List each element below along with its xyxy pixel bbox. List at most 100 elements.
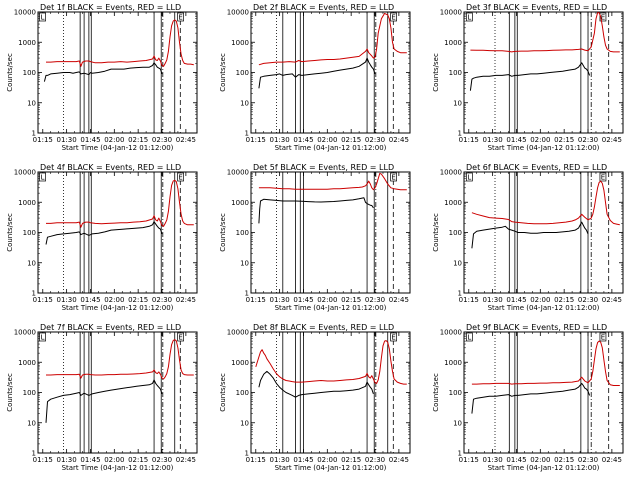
marker-box	[599, 332, 607, 342]
y-tick-label: 10	[27, 259, 36, 267]
y-axis-label: Counts/sec	[219, 53, 227, 92]
x-tick-label: 02:45	[602, 136, 622, 144]
y-tick-label: 10	[27, 99, 36, 107]
y-tick-label: 100	[236, 389, 249, 397]
marker-box	[39, 332, 46, 342]
series-lld-line	[46, 339, 194, 380]
y-tick-label: 100	[23, 389, 36, 397]
x-tick-label: 02:45	[389, 296, 409, 304]
x-tick-label: 02:00	[530, 456, 550, 464]
marker-box-label: L	[41, 14, 45, 22]
y-axis-label: Counts/sec	[219, 213, 227, 252]
x-tick-label: 02:00	[104, 136, 124, 144]
x-tick-label: 02:45	[176, 136, 196, 144]
panel-title: Det 8f BLACK = Events, RED = LLD	[253, 323, 394, 332]
x-tick-label: 01:45	[506, 296, 526, 304]
panel-det-4f: Det 4f BLACK = Events, RED = LLD 01:15 01:…	[6, 163, 198, 312]
y-tick-label: 10000	[440, 329, 462, 337]
series-events-line	[45, 379, 163, 423]
marker-box-label: E	[391, 14, 395, 22]
x-tick-label: 02:00	[317, 456, 337, 464]
series-events-line	[469, 62, 591, 91]
series-events-line	[258, 197, 374, 224]
x-tick-label: 01:30	[270, 296, 290, 304]
y-tick-label: 10000	[14, 9, 36, 17]
x-tick-label: 02:15	[128, 296, 148, 304]
x-tick-label: 01:15	[246, 456, 266, 464]
x-tick-label: 01:45	[293, 456, 313, 464]
marker-box	[39, 172, 46, 182]
y-tick-label: 1	[32, 130, 36, 138]
y-tick-label: 1000	[231, 39, 249, 47]
x-tick-label: 01:15	[459, 296, 479, 304]
series-lld-line	[258, 12, 407, 66]
panel-title: Det 3f BLACK = Events, RED = LLD	[466, 3, 607, 12]
marker-box	[177, 12, 184, 22]
x-tick-label: 01:30	[57, 456, 77, 464]
x-tick-label: 01:30	[57, 136, 77, 144]
marker-box-label: E	[391, 334, 395, 342]
y-tick-label: 100	[449, 389, 462, 397]
x-tick-label: 02:30	[365, 456, 385, 464]
x-tick-label: 02:00	[317, 136, 337, 144]
x-tick-label: 01:30	[270, 136, 290, 144]
y-tick-label: 1000	[18, 39, 36, 47]
x-tick-label: 02:45	[602, 296, 622, 304]
series-events-line	[43, 62, 163, 82]
x-tick-label: 01:15	[246, 296, 266, 304]
y-axis-label: Counts/sec	[6, 53, 14, 92]
y-tick-label: 10000	[227, 169, 249, 177]
x-tick-label: 02:15	[128, 456, 148, 464]
series-lld-line	[471, 340, 620, 386]
marker-box	[177, 172, 184, 182]
series-lld-line	[46, 179, 194, 228]
series-lld-line	[46, 19, 194, 67]
x-tick-label: 02:45	[176, 456, 196, 464]
marker-box-label: E	[391, 174, 395, 182]
x-tick-label: 02:15	[341, 296, 361, 304]
x-tick-label: 01:45	[80, 136, 100, 144]
marker-box	[466, 332, 473, 342]
y-tick-label: 100	[449, 229, 462, 237]
y-tick-label: 10000	[14, 169, 36, 177]
y-tick-label: 10000	[440, 9, 462, 17]
marker-box	[177, 332, 184, 342]
x-axis-label: Start Time (04-Jan-12 01:12:00)	[488, 144, 600, 152]
marker-box	[390, 12, 397, 22]
x-tick-label: 01:45	[80, 296, 100, 304]
panel-title: Det 4f BLACK = Events, RED = LLD	[40, 163, 181, 172]
series-events-line	[258, 57, 376, 89]
marker-box	[390, 172, 397, 182]
x-tick-label: 01:30	[483, 456, 503, 464]
y-tick-label: 1	[458, 290, 462, 298]
series-lld-line	[471, 180, 620, 226]
x-tick-label: 02:00	[104, 296, 124, 304]
y-tick-label: 10	[27, 419, 36, 427]
x-tick-label: 02:15	[341, 456, 361, 464]
panel-det-7f: Det 7f BLACK = Events, RED = LLD 01:15 01:…	[6, 323, 198, 472]
y-tick-label: 100	[449, 69, 462, 77]
series-events-line	[45, 221, 163, 245]
x-tick-label: 01:30	[57, 296, 77, 304]
panel-det-8f: Det 8f BLACK = Events, RED = LLD 01:15 01:…	[219, 323, 411, 472]
series-lld-line	[258, 172, 407, 191]
y-axis-label: Counts/sec	[432, 213, 440, 252]
x-tick-label: 02:30	[365, 296, 385, 304]
x-tick-label: 01:15	[459, 136, 479, 144]
x-tick-label: 02:00	[530, 136, 550, 144]
panel-title: Det 7f BLACK = Events, RED = LLD	[40, 323, 181, 332]
y-tick-label: 10	[240, 99, 249, 107]
y-axis-label: Counts/sec	[6, 373, 14, 412]
y-tick-label: 100	[236, 229, 249, 237]
panel-title: Det 9f BLACK = Events, RED = LLD	[466, 323, 607, 332]
x-tick-label: 01:30	[483, 296, 503, 304]
y-tick-label: 1	[245, 450, 249, 458]
x-axis-label: Start Time (04-Jan-12 01:12:00)	[62, 464, 174, 472]
series-events-line	[258, 370, 374, 398]
x-tick-label: 02:00	[317, 296, 337, 304]
series-events-line	[471, 221, 589, 249]
x-axis-label: Start Time (04-Jan-12 01:12:00)	[62, 144, 174, 152]
y-tick-label: 10	[453, 419, 462, 427]
x-tick-label: 02:15	[554, 456, 574, 464]
y-tick-label: 1000	[444, 39, 462, 47]
